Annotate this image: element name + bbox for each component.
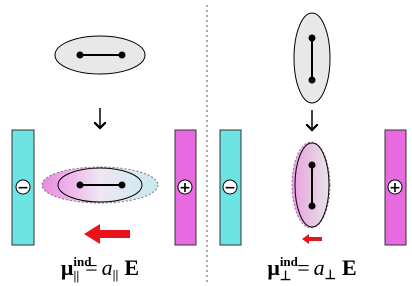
equation: μind||=a||E <box>61 254 139 283</box>
equation-part: = <box>297 255 309 280</box>
equation-part: a <box>314 255 325 280</box>
equation-part: ⊥ <box>325 267 336 282</box>
dipole-arrow <box>84 224 130 244</box>
equation-part: a <box>102 255 113 280</box>
equation-part: E <box>124 255 139 280</box>
parallel-panel: − + μind||=a||E <box>12 36 196 283</box>
equation-part: || <box>113 267 119 282</box>
perpendicular-panel: − + μind⊥=a⊥E <box>220 13 406 283</box>
plus-sign: + <box>179 180 191 196</box>
equation-part: ind <box>280 254 299 269</box>
dipole-arrow <box>302 234 322 244</box>
equation-part: = <box>85 255 97 280</box>
minus-sign: − <box>17 180 29 196</box>
equation-part: ⊥ <box>280 268 291 283</box>
equation-part: E <box>342 255 357 280</box>
plus-sign: + <box>389 180 401 196</box>
equation-part: μ <box>61 255 74 280</box>
diagram: − + μind||=a||E − + μind⊥=a⊥E <box>0 0 412 286</box>
equation: μind⊥=a⊥E <box>267 254 356 283</box>
equation-part: μ <box>267 255 280 280</box>
equation-part: || <box>73 268 79 283</box>
minus-sign: − <box>224 180 236 196</box>
